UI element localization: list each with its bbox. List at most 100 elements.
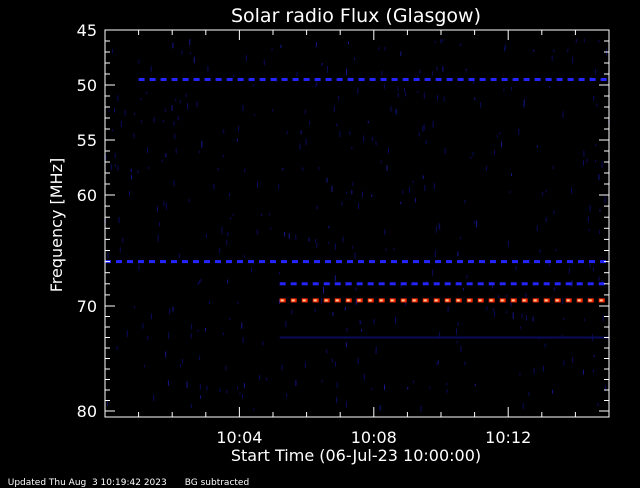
heatmap-cell	[272, 109, 274, 112]
heatmap-cell	[568, 267, 570, 274]
heatmap-cell	[206, 385, 208, 391]
heatmap-cell	[213, 184, 215, 190]
emission-band-4	[279, 336, 609, 339]
heatmap-cell	[321, 379, 323, 383]
heatmap-cell	[268, 213, 270, 216]
heatmap-cell	[436, 66, 438, 71]
heatmap-cell	[571, 187, 573, 194]
emission-band-1	[523, 260, 529, 264]
y-axis: 45 50 55 60 70 80	[77, 21, 609, 421]
heatmap-cell	[107, 252, 109, 259]
emission-peak-3	[588, 299, 592, 302]
heatmap-cell	[281, 364, 283, 371]
emission-band-1	[182, 260, 188, 264]
heatmap-cell	[400, 283, 402, 288]
heatmap-cell	[316, 205, 318, 210]
heatmap-cell	[437, 360, 439, 364]
heatmap-cell	[316, 80, 318, 86]
emission-band-0	[424, 78, 431, 81]
emission-band-2	[488, 282, 495, 286]
heatmap-cell	[346, 327, 348, 332]
heatmap-cell	[304, 362, 306, 368]
heatmap-cell	[332, 312, 334, 316]
emission-peak-3	[291, 299, 295, 302]
heatmap-cell	[122, 237, 124, 243]
emission-band-1	[358, 260, 364, 264]
heatmap-cell	[588, 228, 590, 232]
heatmap-cell	[599, 209, 601, 212]
heatmap-cell	[186, 381, 188, 389]
heatmap-cell	[336, 123, 338, 127]
heatmap-cell	[456, 328, 457, 335]
heatmap-cell	[443, 96, 445, 102]
heatmap-cell	[375, 141, 377, 146]
plot-area	[105, 30, 609, 417]
heatmap-cell	[509, 190, 511, 194]
emission-band-0	[336, 78, 343, 81]
heatmap-cell	[435, 226, 437, 233]
emission-band-2	[312, 282, 319, 286]
heatmap-cell	[526, 315, 527, 321]
emission-band-2	[290, 282, 297, 286]
heatmap-cell	[474, 383, 476, 386]
heatmap-cell	[496, 135, 498, 138]
emission-band-1	[556, 260, 562, 264]
heatmap-cell	[237, 301, 239, 304]
heatmap-cell	[586, 158, 588, 163]
heatmap-cell	[147, 336, 149, 340]
heatmap-cell	[525, 292, 527, 298]
heatmap-cell	[463, 288, 465, 291]
heatmap-cell	[400, 201, 402, 205]
heatmap-cell	[171, 105, 173, 111]
heatmap-cell	[604, 196, 606, 204]
heatmap-cell	[173, 180, 175, 187]
heatmap-cell	[110, 164, 112, 170]
heatmap-cell	[174, 133, 176, 140]
emission-band-2	[565, 282, 572, 286]
emission-peak-3	[500, 299, 504, 302]
heatmap-cell	[424, 185, 426, 192]
heatmap-cell	[476, 220, 478, 228]
heatmap-cell	[571, 280, 573, 287]
heatmap-cell	[299, 143, 301, 150]
heatmap-cell	[150, 313, 152, 320]
heatmap-cell	[563, 360, 565, 366]
emission-band-1	[138, 260, 144, 264]
heatmap-cell	[222, 155, 224, 158]
heatmap-cell	[351, 146, 353, 150]
heatmap-cell	[466, 275, 468, 279]
heatmap-cell	[355, 287, 357, 291]
emission-bands	[105, 78, 609, 339]
heatmap-cell	[157, 235, 159, 242]
emission-peak-3	[434, 299, 438, 302]
heatmap-cell	[219, 247, 221, 253]
heatmap-cell	[165, 153, 167, 158]
heatmap-cell	[415, 198, 417, 203]
heatmap-cell	[486, 306, 488, 311]
heatmap-cell	[189, 39, 191, 46]
heatmap-cell	[124, 109, 126, 116]
heatmap-cell	[592, 369, 594, 373]
emission-band-1	[248, 260, 254, 264]
heatmap-cell	[440, 39, 442, 44]
heatmap-cell	[492, 284, 493, 289]
heatmap-cell	[177, 116, 179, 121]
heatmap-cell	[465, 68, 467, 72]
heatmap-cell	[503, 88, 505, 92]
heatmap-cell	[252, 83, 254, 87]
heatmap-cell	[157, 206, 158, 212]
heatmap-cell	[278, 184, 280, 189]
heatmap-cell	[457, 321, 459, 327]
heatmap-cell	[223, 129, 225, 134]
heatmap-cell	[175, 148, 177, 154]
heatmap-cell	[315, 239, 317, 243]
heatmap-cell	[326, 177, 328, 183]
heatmap-cell	[143, 364, 145, 368]
emission-peak-3	[324, 299, 328, 302]
heatmap-cell	[351, 190, 353, 195]
emission-band-1	[402, 260, 408, 264]
heatmap-cell	[598, 276, 600, 281]
heatmap-cell	[504, 43, 506, 50]
heatmap-cell	[572, 56, 574, 62]
emission-band-1	[160, 260, 166, 264]
